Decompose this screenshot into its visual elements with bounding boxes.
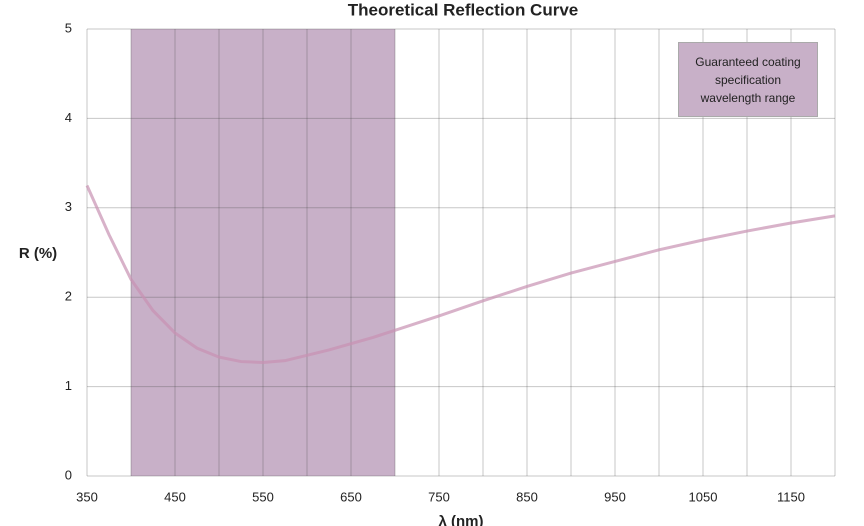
y-tick-label: 1	[65, 378, 72, 393]
x-tick-label: 850	[516, 489, 538, 504]
y-tick-label: 2	[65, 289, 72, 304]
x-tick-label: 550	[252, 489, 274, 504]
x-tick-label: 350	[76, 489, 98, 504]
y-tick-label: 4	[65, 110, 72, 125]
spec-band	[131, 29, 395, 476]
band-legend: Guaranteed coating specification wavelen…	[678, 42, 818, 117]
line-series	[85, 184, 836, 364]
y-axis-label: R (%)	[19, 245, 57, 262]
x-tick-label: 450	[164, 489, 186, 504]
y-tick-label: 0	[65, 467, 72, 482]
y-tick-label: 3	[65, 199, 72, 214]
x-axis-label: λ (nm)	[439, 513, 484, 526]
x-tick-label: 1050	[689, 489, 718, 504]
x-tick-label: 750	[428, 489, 450, 504]
y-tick-label: 5	[65, 20, 72, 35]
x-tick-label: 650	[340, 489, 362, 504]
x-tick-label: 950	[604, 489, 626, 504]
x-tick-label: 1150	[777, 489, 805, 504]
chart-title: Theoretical Reflection Curve	[348, 0, 579, 19]
